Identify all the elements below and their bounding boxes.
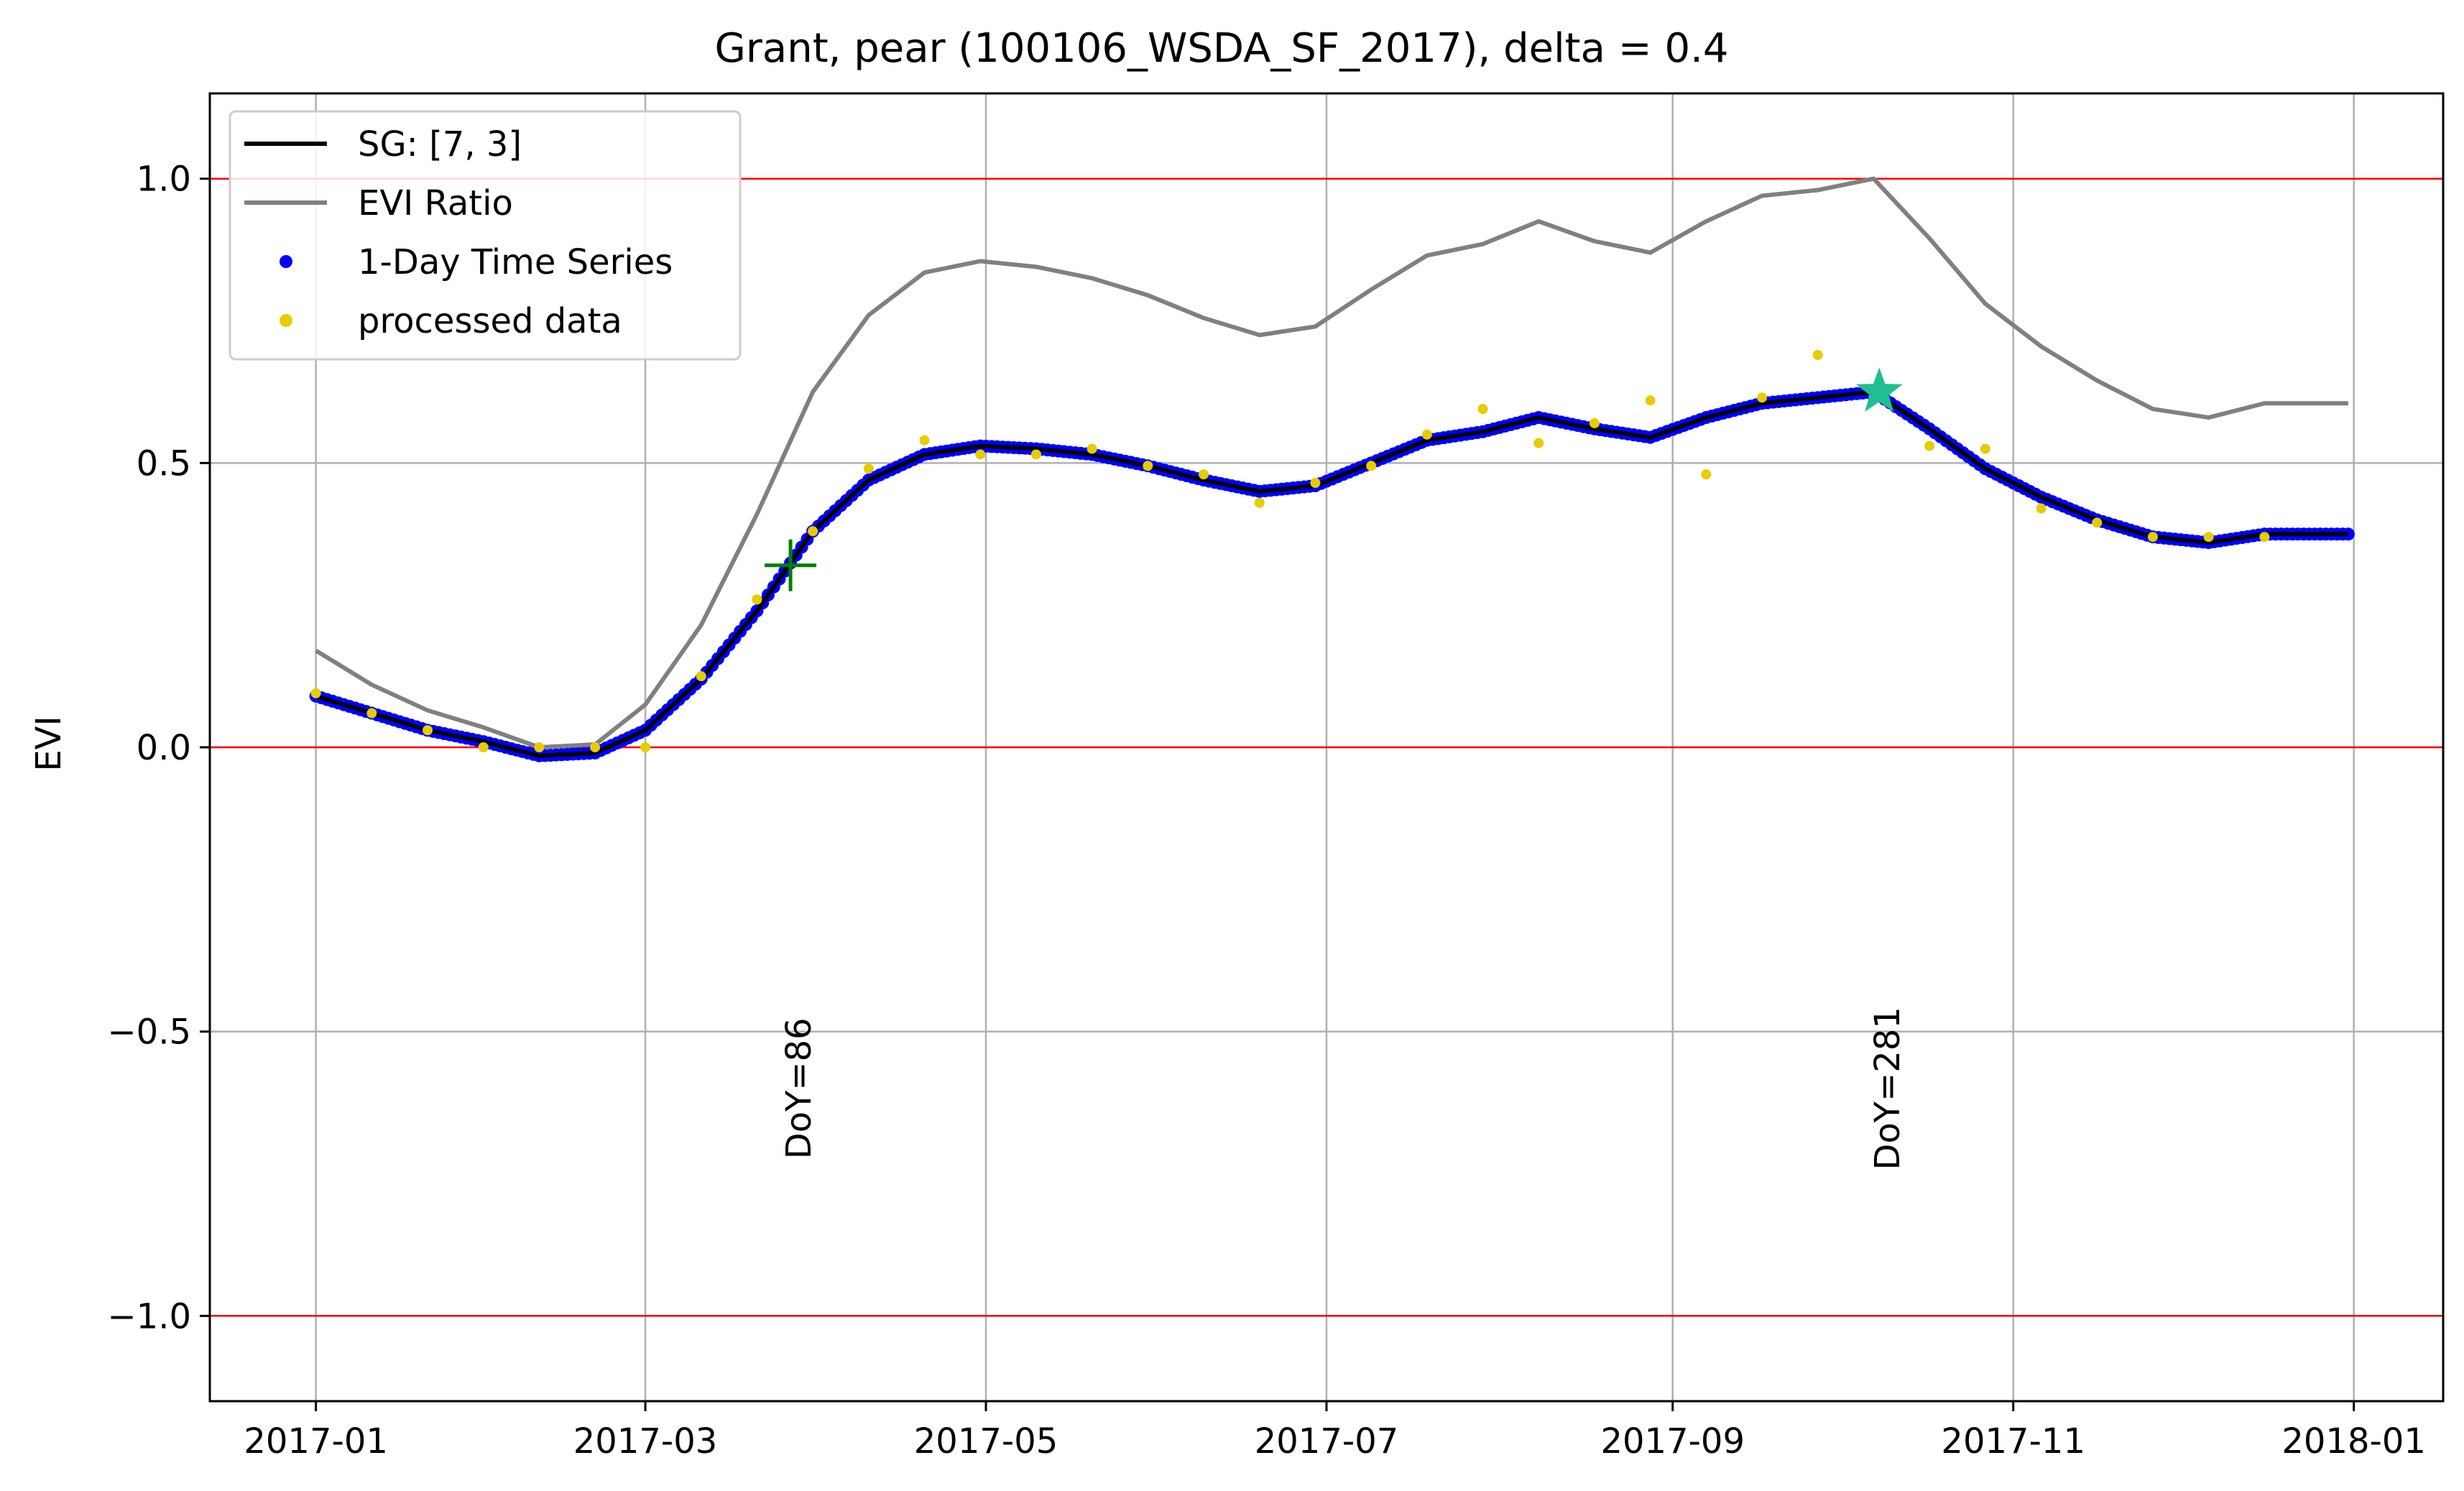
- processed-point: [1533, 438, 1544, 448]
- y-axis-label: EVI: [29, 716, 69, 771]
- legend-label: processed data: [358, 301, 622, 341]
- processed-point: [919, 435, 930, 446]
- x-tick-label: 2017-01: [244, 1421, 388, 1462]
- processed-point: [696, 671, 706, 682]
- processed-point: [1980, 443, 1990, 454]
- evi-ratio-line: [315, 176, 2348, 749]
- processed-point: [1254, 497, 1265, 508]
- processed-point: [590, 742, 601, 752]
- processed-point: [1924, 440, 1935, 451]
- processed-point: [1143, 461, 1153, 471]
- legend-label: SG: [7, 3]: [358, 124, 522, 165]
- processed-point: [808, 526, 818, 537]
- processed-point: [863, 463, 874, 474]
- processed-point: [1199, 469, 1209, 480]
- star-marker: [1855, 367, 1903, 412]
- processed-point: [1030, 449, 1041, 460]
- legend-label: 1-Day Time Series: [358, 242, 673, 282]
- processed-point: [1645, 395, 1656, 406]
- processed-point: [2036, 503, 2047, 514]
- legend-swatch-dot: [280, 314, 292, 327]
- processed-point: [2203, 532, 2214, 543]
- processed-point: [640, 742, 651, 752]
- processed-point: [975, 449, 986, 460]
- processed-point: [366, 708, 377, 719]
- processed-point: [423, 725, 433, 736]
- processed-point: [2092, 517, 2103, 528]
- doy-annotation: DoY=86: [779, 1017, 819, 1159]
- processed-point: [1366, 461, 1377, 471]
- plot-frame: [208, 92, 2445, 1403]
- processed-point: [534, 742, 545, 752]
- processed-point: [752, 594, 762, 605]
- doy-annotation: DoY=281: [1868, 1007, 1908, 1170]
- processed-point: [1757, 392, 1768, 403]
- x-tick-label: 2017-07: [1255, 1421, 1399, 1462]
- processed-point: [478, 742, 489, 752]
- y-tick-label: −1.0: [107, 1296, 191, 1337]
- x-tick-label: 2017-09: [1600, 1421, 1745, 1462]
- processed-point: [1589, 417, 1600, 428]
- legend-swatch-dot: [280, 255, 292, 268]
- y-tick-label: −0.5: [107, 1012, 191, 1053]
- y-tick-label: 0.0: [137, 728, 191, 768]
- y-tick-label: 0.5: [137, 443, 191, 484]
- processed-point: [1812, 350, 1823, 360]
- legend: SG: [7, 3] EVI Ratio 1-Day Time Series proc…: [229, 110, 742, 361]
- x-tick-label: 2017-11: [1941, 1421, 2085, 1462]
- y-tick-label: 1.0: [137, 160, 191, 200]
- processed-point: [1086, 443, 1097, 454]
- legend-box: [229, 110, 742, 361]
- processed-point: [1421, 429, 1432, 440]
- plot-area: 2017-01 2017-03 2017-05 2017-07 2017-09 2017-…: [107, 92, 2445, 1462]
- x-tick-label: 2018-01: [2281, 1421, 2426, 1462]
- processed-point: [2259, 532, 2270, 543]
- processed-point: [1477, 404, 1488, 415]
- processed-point: [1701, 469, 1712, 480]
- processed-point: [2147, 532, 2158, 543]
- legend-label: EVI Ratio: [358, 183, 513, 223]
- processed-point: [1310, 478, 1321, 489]
- processed-point: [310, 688, 321, 698]
- x-tick-label: 2017-03: [573, 1421, 718, 1462]
- x-tick-label: 2017-05: [914, 1421, 1058, 1462]
- chart-title: Grant, pear (100106_WSDA_SF_2017), delta…: [714, 25, 1728, 72]
